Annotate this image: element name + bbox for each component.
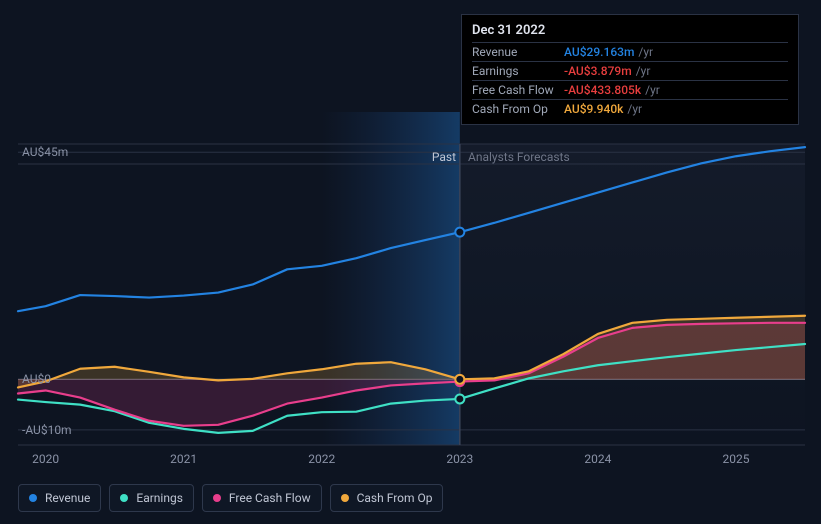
tooltip-row-unit: /yr — [645, 83, 660, 97]
x-axis-label: 2022 — [308, 452, 335, 466]
tooltip-row-value: AU$29.163m — [564, 45, 634, 59]
legend-label: Cash From Op — [357, 491, 433, 505]
tooltip-row: Free Cash Flow-AU$433.805k/yr — [472, 80, 788, 99]
tooltip-row-label: Earnings — [472, 64, 564, 78]
legend-label: Free Cash Flow — [229, 491, 311, 505]
legend-label: Revenue — [45, 491, 90, 505]
legend-dot-icon — [120, 494, 128, 502]
chart-legend: Revenue Earnings Free Cash Flow Cash From O… — [18, 484, 443, 512]
forecast-section-label: Analysts Forecasts — [468, 150, 570, 164]
tooltip-row-label: Free Cash Flow — [472, 83, 564, 97]
legend-label: Earnings — [136, 491, 183, 505]
tooltip-row-unit: /yr — [627, 102, 642, 116]
legend-dot-icon — [341, 494, 349, 502]
tooltip-row-value: -AU$433.805k — [564, 83, 641, 97]
tooltip-row-value: AU$9.940k — [564, 102, 623, 116]
tooltip-row: Cash From OpAU$9.940k/yr — [472, 99, 788, 118]
earnings-forecast-chart: AU$45m AU$0 -AU$10m 2020 2021 2022 2023 2024 20… — [0, 0, 821, 524]
x-axis-label: 2025 — [722, 452, 749, 466]
chart-tooltip: Dec 31 2022 RevenueAU$29.163m/yrEarnings… — [461, 14, 799, 125]
tooltip-row-value: -AU$3.879m — [564, 64, 632, 78]
past-section-label: Past — [432, 150, 456, 164]
tooltip-row-label: Cash From Op — [472, 102, 564, 116]
x-axis-label: 2024 — [584, 452, 611, 466]
tooltip-row-label: Revenue — [472, 45, 564, 59]
legend-item-fcf[interactable]: Free Cash Flow — [202, 484, 322, 512]
y-axis-label: AU$45m — [22, 145, 68, 159]
legend-item-earnings[interactable]: Earnings — [109, 484, 194, 512]
tooltip-row: RevenueAU$29.163m/yr — [472, 42, 788, 61]
tooltip-date: Dec 31 2022 — [472, 23, 788, 38]
legend-dot-icon — [29, 494, 37, 502]
y-axis-label: -AU$10m — [22, 423, 72, 437]
x-axis-label: 2021 — [170, 452, 197, 466]
legend-dot-icon — [213, 494, 221, 502]
legend-item-cfo[interactable]: Cash From Op — [330, 484, 444, 512]
tooltip-row-unit: /yr — [638, 45, 653, 59]
y-axis-label: AU$0 — [22, 372, 51, 386]
x-axis-label: 2023 — [446, 452, 473, 466]
tooltip-row: Earnings-AU$3.879m/yr — [472, 61, 788, 80]
legend-item-revenue[interactable]: Revenue — [18, 484, 101, 512]
x-axis-label: 2020 — [32, 452, 59, 466]
tooltip-row-unit: /yr — [636, 64, 651, 78]
